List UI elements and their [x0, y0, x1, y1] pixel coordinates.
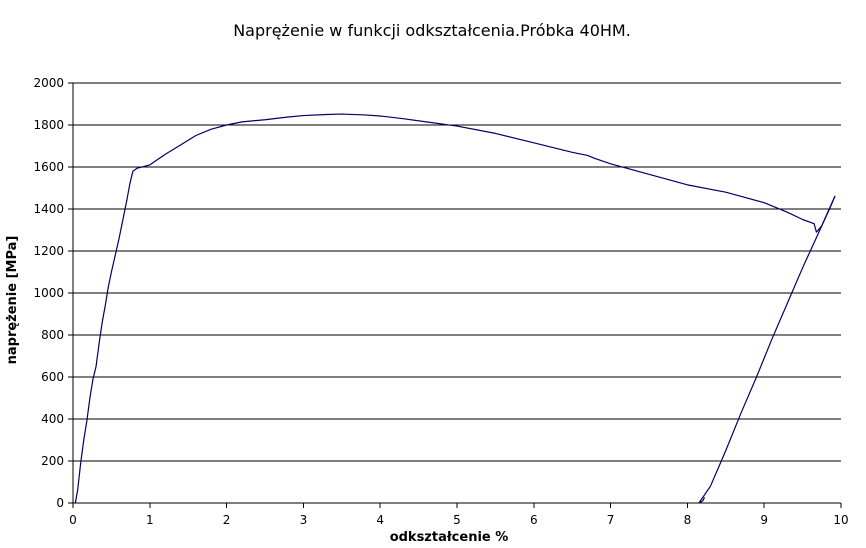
x-tick-label: 9 — [760, 513, 768, 527]
x-tick-label: 7 — [607, 513, 615, 527]
x-tick-label: 6 — [530, 513, 538, 527]
x-tick-label: 1 — [146, 513, 154, 527]
y-tick-label: 0 — [56, 496, 64, 510]
y-axis-title: naprężenie [MPa] — [5, 236, 20, 365]
series-line-1 — [698, 195, 836, 504]
y-tick-label: 1200 — [33, 244, 64, 258]
x-tick-label: 4 — [376, 513, 384, 527]
x-axis-title: odkształcenie % — [390, 530, 509, 545]
x-tick-label: 10 — [833, 513, 848, 527]
y-tick-label: 1800 — [33, 118, 64, 132]
y-tick-label: 600 — [41, 370, 64, 384]
axis-layer — [68, 82, 842, 508]
grid-layer — [73, 82, 841, 462]
x-tick-label: 0 — [69, 513, 77, 527]
series-layer — [74, 113, 836, 504]
tick-label-layer: 0 200 400 600 800 1000 1200 1400 1600 1800 2000 0 1 2… — [33, 76, 848, 527]
y-tick-label: 400 — [41, 412, 64, 426]
x-tick-label: 3 — [300, 513, 308, 527]
y-tick-label: 2000 — [33, 76, 64, 90]
chart-title: Naprężenie w funkcji odkształcenia.Próbk… — [233, 21, 631, 40]
y-tick-label: 200 — [41, 454, 64, 468]
y-tick-label: 1600 — [33, 160, 64, 174]
x-tick-label: 2 — [223, 513, 231, 527]
x-tick-label: 8 — [684, 513, 692, 527]
y-tick-label: 1000 — [33, 286, 64, 300]
series-line-0 — [74, 113, 836, 504]
y-tick-label: 800 — [41, 328, 64, 342]
x-tick-label: 5 — [453, 513, 461, 527]
y-tick-label: 1400 — [33, 202, 64, 216]
